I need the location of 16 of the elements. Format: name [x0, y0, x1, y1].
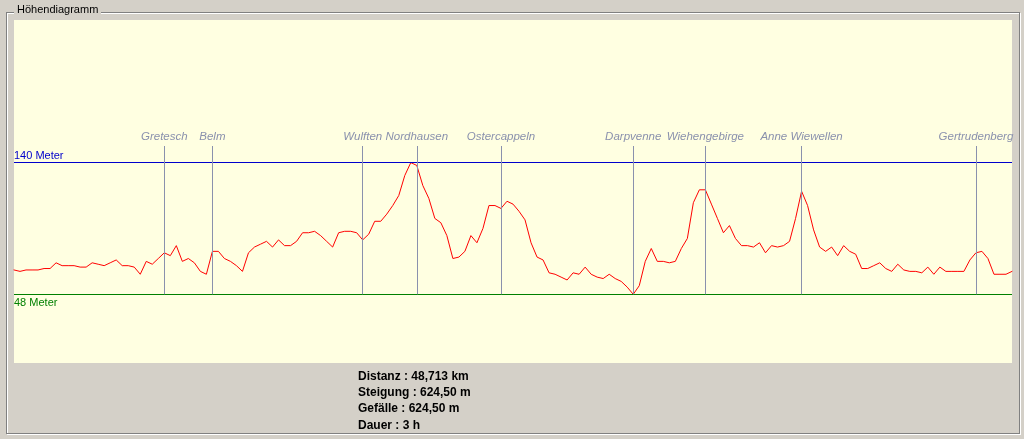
- x-tick-label: Nordhausen: [385, 130, 449, 142]
- ref-line-label: 48 Meter: [14, 295, 58, 308]
- x-tick-label: Gretesch: [140, 130, 188, 142]
- text: Gefälle : 624,50 m: [358, 400, 461, 417]
- text: Distanz : 48,713 km: [358, 368, 470, 385]
- x-tick-label: Darpvenne: [605, 130, 662, 142]
- x-tick-label: Ostercappeln: [466, 130, 536, 142]
- text: Dauer : 3 h: [358, 416, 421, 433]
- x-tick-label: Anne Wiewellen: [759, 130, 843, 142]
- text: Steigung : 624,50 m: [358, 384, 471, 401]
- x-tick-label: Wulften: [343, 130, 383, 142]
- x-tick-label: Belm: [199, 130, 226, 142]
- chart-title: Höhendiagramm: [14, 3, 102, 16]
- ref-line-label: 140 Meter: [14, 149, 64, 162]
- x-tick-label: Gertrudenberg: [938, 130, 1014, 142]
- x-tick-label: Wiehengebirge: [666, 130, 745, 142]
